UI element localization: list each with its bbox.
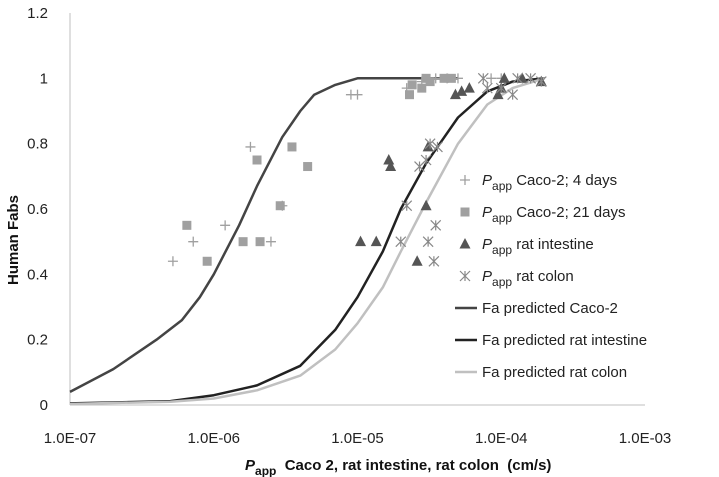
data-point-square (238, 237, 248, 247)
data-point-plus (167, 256, 178, 267)
legend-label: Fa predicted rat intestine (482, 332, 647, 349)
data-point-square (275, 201, 285, 211)
y-axis-title: Human Fabs (5, 195, 22, 285)
data-point-asterisk (481, 82, 493, 94)
data-point-triangle (449, 88, 461, 100)
y-tick-label: 1 (40, 70, 48, 87)
data-point-asterisk (507, 89, 519, 101)
data-point-square (287, 142, 297, 152)
legend-marker-plus (460, 175, 470, 185)
data-point-plus (352, 89, 363, 100)
data-point-asterisk (477, 72, 489, 84)
y-tick-label: 0.4 (27, 266, 48, 283)
data-point-asterisk (424, 138, 436, 150)
data-point-asterisk (422, 236, 434, 248)
y-tick-label: 0 (40, 397, 48, 414)
data-point-triangle (355, 235, 367, 247)
data-point-plus (220, 220, 231, 231)
legend-label: Fa predicted Caco-2 (482, 300, 618, 317)
legend-label: Papp rat colon (482, 268, 574, 289)
fit-curve (69, 77, 458, 394)
data-point-square (202, 256, 212, 266)
x-axis-title-rest: Caco 2, rat intestine, rat colon (cm/s) (276, 457, 551, 474)
x-tick-label: 1.0E-05 (331, 430, 384, 447)
data-point-square (252, 155, 262, 165)
data-point-triangle (456, 85, 468, 96)
data-point-asterisk (395, 236, 407, 248)
data-point-plus (265, 236, 276, 247)
legend-label: Papp Caco-2; 21 days (482, 204, 625, 225)
x-axis-title-sub: app (255, 464, 276, 477)
data-point-square (417, 83, 427, 93)
fit-curve (69, 77, 545, 406)
y-tick-label: 0.8 (27, 136, 48, 153)
data-point-plus (188, 236, 199, 247)
data-point-asterisk (428, 255, 440, 267)
data-point-triangle (420, 199, 432, 211)
data-point-triangle (383, 154, 395, 165)
data-point-square (255, 237, 265, 247)
data-point-square (303, 162, 313, 172)
data-point-plus (245, 141, 256, 152)
data-point-square (446, 73, 456, 83)
fit-curves (69, 77, 545, 406)
legend-marker-triangle (459, 238, 471, 249)
data-point-asterisk (401, 200, 413, 212)
data-point-asterisk (432, 141, 443, 153)
data-point-triangle (385, 160, 397, 172)
data-point-triangle (411, 255, 423, 266)
data-point-asterisk (535, 76, 547, 88)
y-tick-label: 1.2 (27, 5, 48, 22)
data-point-asterisk (495, 82, 507, 94)
data-point-plus (486, 73, 497, 84)
legend-label: Papp Caco-2; 4 days (482, 172, 617, 193)
data-point-square (404, 90, 414, 100)
data-point-square (182, 220, 192, 230)
legend-marker-asterisk (459, 270, 471, 282)
data-point-triangle (492, 88, 504, 100)
data-point-triangle (463, 82, 475, 93)
x-tick-label: 1.0E-06 (187, 430, 240, 447)
legend-marker-square (460, 207, 470, 217)
legend-label: Papp rat intestine (482, 236, 594, 257)
data-point-square (425, 77, 435, 87)
x-tick-label: 1.0E-07 (44, 430, 97, 447)
data-point-asterisk (525, 72, 537, 84)
tick-labels: 1.0E-07 1.0E-06 1.0E-05 1.0E-04 1.0E-03 0 0.2 0… (27, 5, 671, 447)
data-point-triangle (370, 235, 382, 247)
x-axis-title-p: P (245, 457, 256, 474)
data-point-asterisk (512, 72, 524, 84)
data-point-square (439, 73, 449, 83)
data-point-triangle (498, 72, 510, 83)
legend-label: Fa predicted rat colon (482, 364, 627, 381)
data-point-asterisk (420, 154, 432, 166)
y-tick-label: 0.6 (27, 201, 48, 218)
fit-curve (69, 77, 545, 405)
x-tick-label: 1.0E-03 (619, 430, 672, 447)
data-point-square (407, 80, 417, 90)
x-tick-label: 1.0E-04 (475, 430, 528, 447)
legend: Papp Caco-2; 4 days Papp Caco-2; 21 days P… (455, 172, 647, 381)
data-points (167, 72, 547, 267)
data-point-asterisk (430, 219, 442, 231)
x-axis-title: Papp Caco 2, rat intestine, rat colon (c… (245, 457, 551, 477)
axes (69, 13, 645, 406)
y-tick-label: 0.2 (27, 332, 48, 349)
